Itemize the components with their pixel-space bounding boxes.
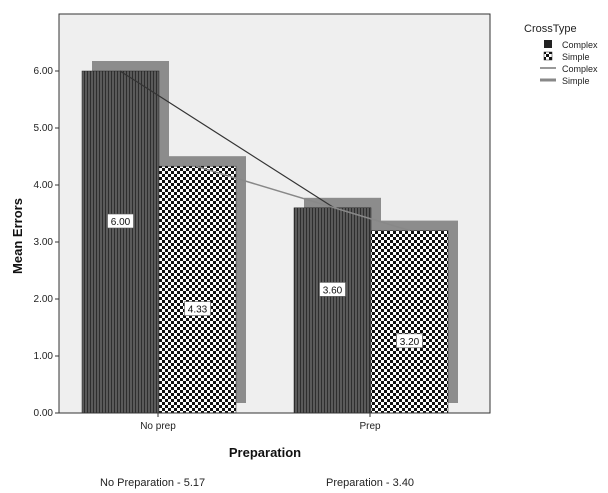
data-label-box	[107, 213, 134, 229]
legend-item-simple-line: Simple	[562, 76, 590, 86]
legend: CrossType Complex Simple Complex Simple	[524, 23, 598, 86]
series-line-complex	[119, 70, 335, 209]
data-label-box	[396, 333, 423, 349]
y-tick-label: 2.00	[34, 294, 54, 305]
x-tick-label: Prep	[359, 421, 381, 432]
data-label: 3.60	[323, 285, 343, 296]
legend-title: CrossType	[524, 23, 577, 35]
series-line-simple	[195, 165, 411, 232]
bar-complex-no-prep	[81, 70, 160, 414]
y-axis-title: Mean Errors	[10, 198, 25, 274]
y-tick-label: 6.00	[34, 66, 54, 77]
y-tick-label: 4.00	[34, 180, 54, 191]
footer-note-no-prep: No Preparation - 5.17	[100, 477, 205, 489]
x-tick-label: No prep	[140, 421, 176, 432]
data-label: 3.20	[400, 337, 420, 348]
y-tick-label: 3.00	[34, 237, 54, 248]
bar-complex-prep	[293, 207, 372, 414]
footer-note-prep: Preparation - 3.40	[326, 477, 414, 489]
legend-swatch-simple	[543, 51, 553, 61]
data-label-box	[319, 282, 346, 297]
data-label: 6.00	[111, 217, 131, 228]
bar-simple-prep	[370, 230, 449, 414]
y-tick-label: 0.00	[34, 408, 54, 419]
data-label: 4.33	[188, 305, 208, 316]
y-tick-label: 5.00	[34, 123, 54, 134]
legend-swatch-complex	[544, 40, 552, 48]
y-tick-label: 1.00	[34, 351, 54, 362]
legend-item-complex-bar: Complex	[562, 40, 598, 50]
bar-simple-no-prep	[158, 165, 237, 414]
legend-item-simple-bar: Simple	[562, 52, 590, 62]
x-axis-title: Preparation	[229, 445, 301, 460]
data-label-box	[184, 301, 211, 316]
legend-item-complex-line: Complex	[562, 64, 598, 74]
